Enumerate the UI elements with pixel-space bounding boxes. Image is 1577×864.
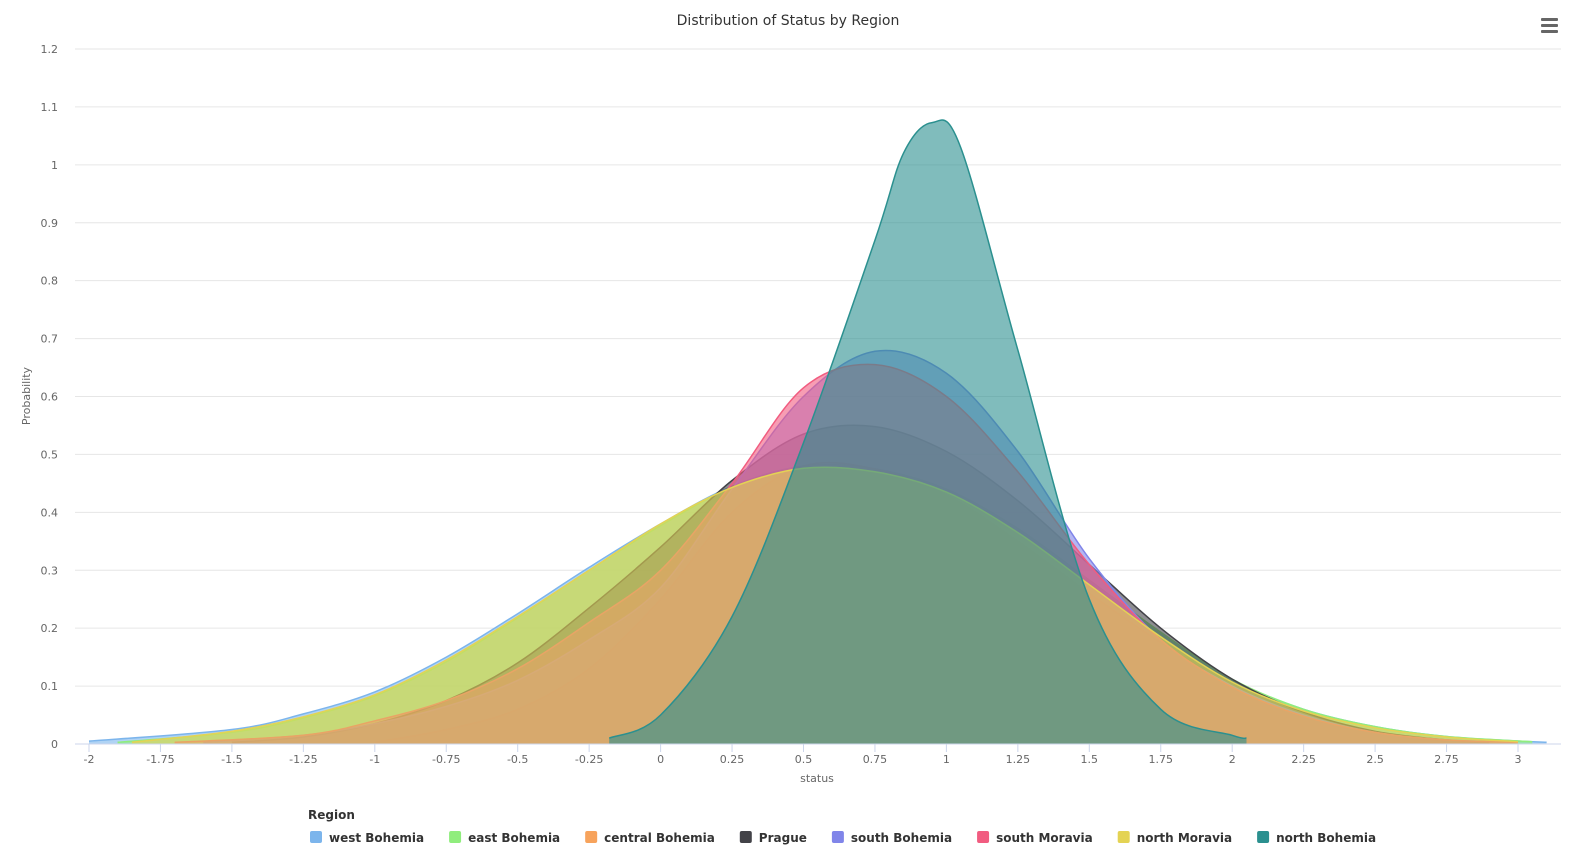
x-tick-label: -1.75 [146, 753, 174, 766]
legend-item-west-bohemia[interactable]: west Bohemia [310, 831, 424, 845]
legend-item-central-bohemia[interactable]: central Bohemia [585, 831, 715, 845]
x-tick-label: 0 [657, 753, 664, 766]
y-tick-label: 0.9 [41, 217, 59, 230]
line-north-bohemia [608, 119, 1247, 740]
x-tick-label: -1.25 [289, 753, 317, 766]
menu-line-icon [1541, 24, 1558, 27]
legend-label: west Bohemia [329, 831, 424, 845]
legend-swatch [310, 831, 322, 843]
chart-menu-button[interactable] [1536, 12, 1564, 40]
x-tick-label: 1.75 [1149, 753, 1174, 766]
x-tick-label: 2 [1229, 753, 1236, 766]
legend-swatch [1117, 831, 1130, 843]
x-tick-label: 1.25 [1006, 753, 1031, 766]
chart-title: Distribution of Status by Region [677, 13, 900, 29]
x-tick-label: -0.75 [432, 753, 460, 766]
x-tick-label: -2 [84, 753, 95, 766]
legend-item-east-bohemia[interactable]: east Bohemia [449, 831, 560, 845]
legend-label: east Bohemia [468, 831, 560, 845]
x-tick-label: -1.5 [221, 753, 242, 766]
legend-label: south Bohemia [851, 831, 952, 845]
legend-swatch [831, 831, 844, 843]
legend-item-south-bohemia[interactable]: south Bohemia [831, 831, 952, 845]
x-tick-label: 3 [1515, 753, 1522, 766]
legend-label: Prague [759, 831, 807, 845]
y-tick-label: 1.1 [41, 101, 59, 114]
y-tick-label: 0.2 [41, 622, 59, 635]
x-tick-label: -0.25 [575, 753, 603, 766]
x-tick-label: 1.5 [1081, 753, 1099, 766]
y-tick-label: 1 [51, 159, 58, 172]
menu-line-icon [1541, 18, 1558, 21]
area-north-bohemia[interactable] [609, 119, 1247, 745]
x-tick-label: 2.25 [1291, 753, 1316, 766]
legend-swatch [739, 831, 752, 843]
legend-swatch [977, 831, 990, 843]
y-tick-label: 0.1 [41, 680, 59, 693]
legend-label: central Bohemia [604, 831, 715, 845]
legend-item-south-moravia[interactable]: south Moravia [977, 831, 1093, 845]
y-tick-label: 0.4 [41, 506, 59, 519]
x-tick-label: 2.75 [1434, 753, 1459, 766]
menu-line-icon [1541, 30, 1558, 33]
y-tick-label: 0.6 [41, 391, 59, 404]
y-tick-label: 0.3 [41, 564, 59, 577]
legend-label: south Moravia [996, 831, 1093, 845]
x-tick-label: -1 [369, 753, 380, 766]
legend: Region west Bohemia east Bohemia central B… [308, 808, 1376, 845]
x-tick-label: -0.5 [507, 753, 528, 766]
legend-swatch [449, 831, 462, 843]
y-tick-label: 0 [51, 738, 58, 751]
series-north-bohemia [608, 119, 1247, 745]
legend-label: north Bohemia [1276, 831, 1376, 845]
y-tick-label: 0.7 [41, 333, 59, 346]
legend-label: north Moravia [1137, 831, 1232, 845]
legend-item-north-moravia[interactable]: north Moravia [1117, 831, 1232, 845]
y-tick-label: 0.5 [41, 448, 59, 461]
x-tick-label: 0.25 [720, 753, 745, 766]
legend-title: Region [308, 808, 355, 822]
x-tick-label: 1 [943, 753, 950, 766]
y-tick-label: 1.2 [41, 43, 59, 56]
x-tick-label: 2.5 [1366, 753, 1384, 766]
x-axis-title: status [800, 772, 834, 785]
y-tick-label: 0.8 [41, 275, 59, 288]
legend-swatch [585, 831, 598, 843]
x-tick-label: 0.75 [863, 753, 888, 766]
legend-item-prague[interactable]: Prague [739, 831, 807, 845]
legend-item-north-bohemia[interactable]: north Bohemia [1257, 831, 1376, 845]
y-axis-title: Probability [20, 366, 33, 425]
legend-swatch [1257, 831, 1270, 843]
x-tick-label: 0.5 [795, 753, 813, 766]
